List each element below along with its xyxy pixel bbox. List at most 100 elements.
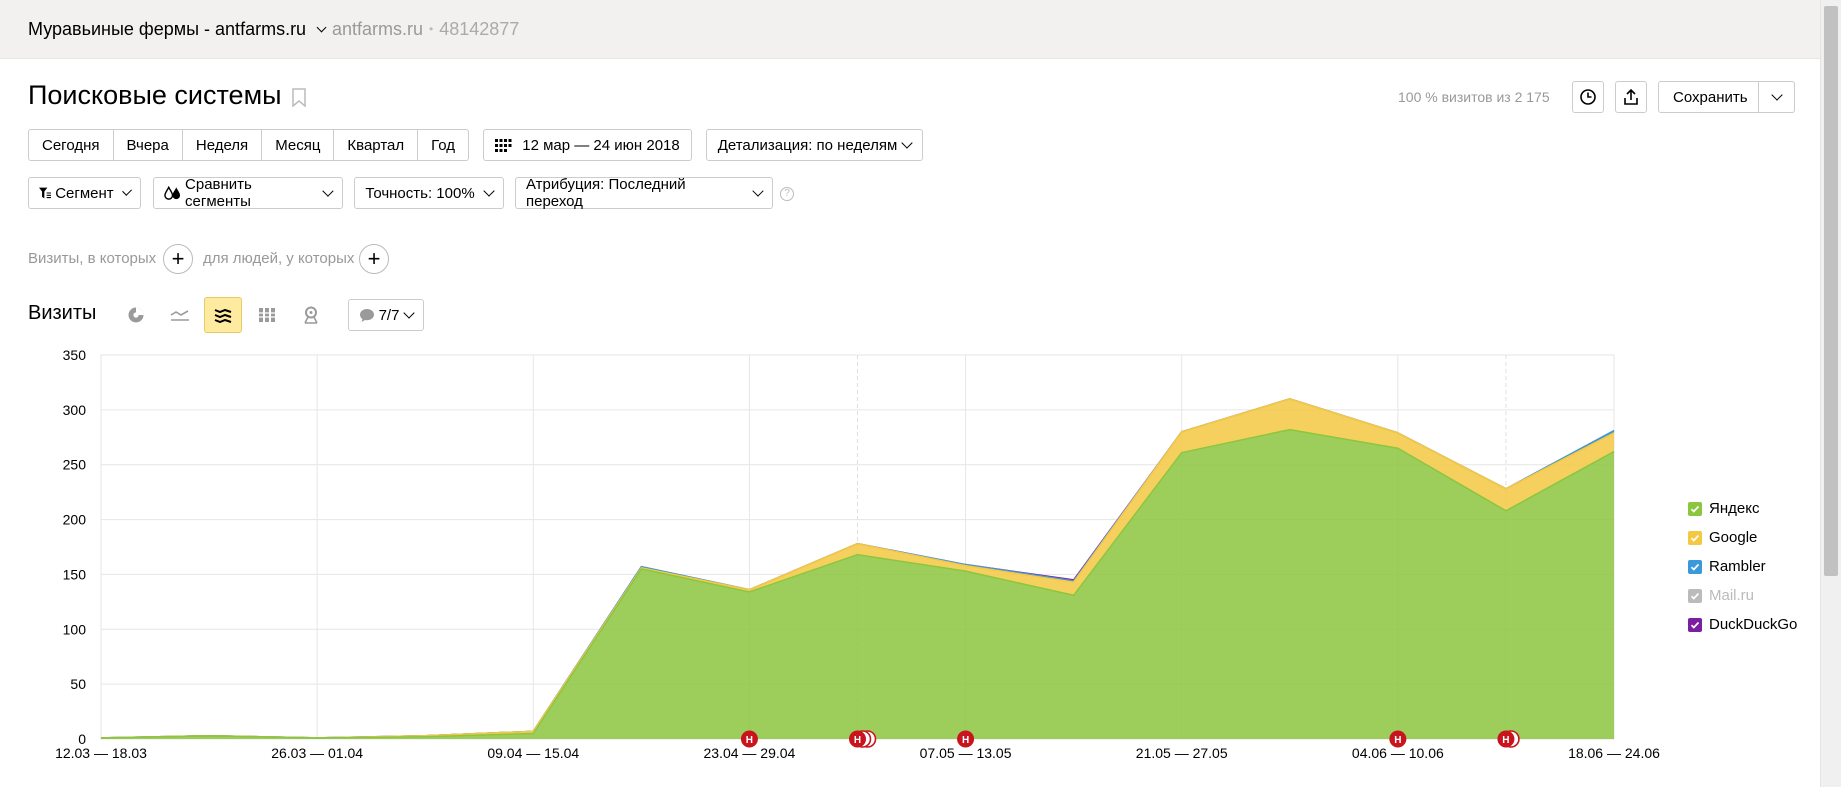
period-selector: Сегодня Вчера Неделя Месяц Квартал Год — [28, 129, 470, 161]
period-month[interactable]: Месяц — [262, 130, 335, 160]
period-year[interactable]: Год — [431, 136, 456, 154]
map-button[interactable] — [292, 297, 330, 333]
y-tick-label: 150 — [63, 566, 87, 582]
stacked-area-icon — [214, 308, 232, 323]
chevron-down-icon — [901, 136, 913, 149]
counter-id: 48142877 — [439, 19, 520, 39]
accuracy-label: Точность: 100% — [365, 184, 475, 202]
legend-item-duckduckgo[interactable]: DuckDuckGo — [1688, 610, 1797, 639]
chevron-down-icon — [316, 22, 327, 32]
notes-count: 7/7 — [378, 306, 400, 324]
calendar-icon — [495, 138, 512, 152]
y-tick-label: 300 — [63, 402, 87, 418]
x-tick-label: 04.06 — 10.06 — [1352, 745, 1444, 761]
map-pin-icon — [304, 306, 318, 324]
legend-label: Яндекс — [1709, 500, 1760, 517]
annotation-marker — [740, 730, 758, 748]
scrollbar-thumb[interactable] — [1824, 6, 1838, 576]
attribution-select[interactable]: Атрибуция: Последний переход — [515, 176, 773, 210]
y-tick-label: 0 — [78, 731, 86, 747]
export-button[interactable] — [1615, 81, 1647, 113]
chevron-down-icon — [403, 306, 416, 319]
x-tick-label: 18.06 — 24.06 — [1568, 745, 1660, 761]
segment-button[interactable]: Сегмент — [28, 177, 141, 209]
period-quarter[interactable]: Квартал — [334, 130, 419, 160]
chevron-down-icon — [752, 184, 764, 197]
history-button[interactable] — [1572, 81, 1604, 113]
period-yesterday[interactable]: Вчера — [114, 130, 183, 160]
add-people-condition-button[interactable]: + — [359, 244, 389, 274]
share-icon — [1624, 88, 1638, 105]
chart-title: Визиты — [28, 302, 97, 324]
annotation-label: Н — [962, 735, 969, 746]
date-range-button[interactable]: 12 мар — 24 июн 2018 — [483, 129, 692, 161]
segment-label: Сегмент — [55, 184, 114, 202]
chart-areas — [100, 398, 1615, 739]
counter-site: antfarms.ru — [332, 19, 424, 39]
compare-segments-button[interactable]: Сравнить сегменты — [153, 176, 343, 210]
y-tick-label: 250 — [63, 457, 87, 473]
stacked-bar-button[interactable] — [248, 297, 286, 333]
filter-icon — [39, 187, 52, 199]
pie-chart-button[interactable] — [117, 297, 155, 333]
period-today[interactable]: Сегодня — [29, 130, 114, 160]
chevron-down-icon — [483, 184, 495, 197]
chart-legend: Яндекс Google Rambler Mail.ru DuckDuckGo — [1688, 494, 1797, 639]
checkbox-icon[interactable] — [1688, 617, 1702, 632]
detail-label: Детализация: по неделям — [717, 136, 898, 154]
notes-select[interactable]: 7/7 — [348, 299, 424, 331]
help-icon[interactable]: ? — [780, 187, 794, 201]
annotation-label: Н — [746, 735, 753, 746]
detail-select[interactable]: Детализация: по неделям — [706, 129, 923, 161]
stacked-area-button[interactable] — [204, 297, 242, 333]
checkbox-icon[interactable] — [1688, 530, 1702, 545]
annotation-marker — [1497, 730, 1515, 748]
annotation-label: Н — [1502, 735, 1509, 746]
legend-label: Rambler — [1709, 558, 1766, 575]
line-chart-button[interactable] — [161, 297, 199, 333]
chart-x-ticks: 12.03 — 18.03 26.03 — 01.04 09.04 — 15.04 2… — [55, 745, 1660, 761]
annotation-label: Н — [1394, 735, 1401, 746]
save-options-button[interactable] — [1758, 81, 1795, 113]
legend-item-google[interactable]: Google — [1688, 523, 1797, 552]
legend-label: Mail.ru — [1709, 587, 1755, 604]
legend-label: Google — [1709, 529, 1758, 546]
y-tick-label: 100 — [63, 621, 87, 637]
visits-filter-label: Визиты, в которых — [28, 250, 157, 267]
counter-bar: Муравьиные фермы - antfarms.ru antfarms.… — [0, 0, 1820, 59]
attribution-label: Атрибуция: Последний переход — [526, 176, 686, 210]
visits-summary: 100 % визитов из 2 175 — [1398, 89, 1550, 105]
bookmark-icon[interactable] — [291, 88, 306, 107]
y-tick-label: 350 — [63, 347, 87, 363]
x-tick-label: 09.04 — 15.04 — [487, 745, 579, 761]
annotation-marker — [1389, 730, 1407, 748]
x-tick-label: 07.05 — 13.05 — [920, 745, 1012, 761]
clock-icon — [1580, 89, 1596, 105]
plus-icon: + — [367, 246, 381, 271]
legend-item-rambler[interactable]: Rambler — [1688, 552, 1797, 581]
accuracy-select[interactable]: Точность: 100% — [354, 177, 504, 209]
y-tick-label: 50 — [70, 676, 86, 692]
plus-icon: + — [171, 246, 185, 271]
checkbox-icon[interactable] — [1688, 501, 1702, 516]
y-tick-label: 200 — [63, 512, 87, 528]
page-scrollbar[interactable] — [1820, 0, 1841, 787]
legend-item-mailru[interactable]: Mail.ru — [1688, 581, 1797, 610]
drops-icon — [164, 186, 181, 200]
checkbox-icon[interactable] — [1688, 588, 1702, 603]
chart-y-ticks: 0 50 100 150 200 250 300 350 — [63, 347, 87, 747]
period-week[interactable]: Неделя — [183, 130, 263, 160]
counter-name: Муравьиные фермы - antfarms.ru — [28, 19, 307, 39]
counter-meta: antfarms.ru • 48142877 — [332, 19, 519, 40]
add-visit-condition-button[interactable]: + — [163, 244, 193, 274]
annotation-label: Н — [854, 735, 861, 746]
date-range-label: 12 мар — 24 июн 2018 — [522, 136, 680, 154]
compare-label: Сравнить сегменты — [185, 176, 252, 210]
counter-selector[interactable]: Муравьиные фермы - antfarms.ru — [28, 19, 327, 40]
legend-item-yandex[interactable]: Яндекс — [1688, 494, 1797, 523]
chevron-down-icon — [322, 184, 334, 197]
stacked-bar-icon — [259, 308, 275, 322]
checkbox-icon[interactable] — [1688, 559, 1702, 574]
area-Яндекс — [101, 429, 1614, 739]
